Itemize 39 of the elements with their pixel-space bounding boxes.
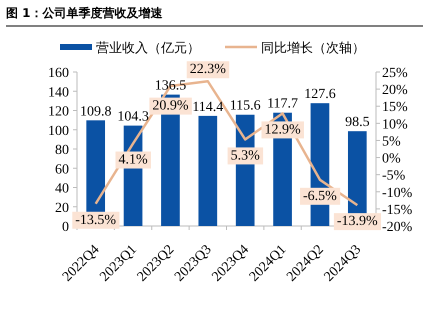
y2-tick-label: 5%: [382, 134, 401, 150]
data-label: 127.6: [304, 87, 336, 102]
data-label: 136.5: [154, 78, 186, 94]
y2-tick-label: 20%: [382, 83, 408, 98]
y2-tick-label: -20%: [382, 220, 413, 235]
data-label: 98.5: [345, 115, 370, 130]
y2-tick-label: -5%: [382, 168, 406, 184]
y2-tick-label: 0%: [382, 152, 401, 167]
y-tick-label: 80: [55, 143, 69, 158]
data-label: 115.6: [230, 98, 261, 114]
chart-title: 图 1：公司单季度营收及增速: [6, 6, 164, 20]
bar: [198, 116, 218, 226]
data-label: 114.4: [192, 100, 224, 115]
data-label: -6.5%: [303, 188, 338, 204]
y2-tick-label: 10%: [382, 117, 408, 132]
data-label: -13.9%: [336, 214, 378, 230]
y2-tick-label: -10%: [382, 186, 413, 201]
y-tick-label: 60: [55, 162, 69, 178]
data-label: 4.1%: [118, 152, 148, 168]
legend-label: 营业收入（亿元）: [96, 41, 200, 56]
y-tick-label: 160: [48, 66, 69, 81]
data-label: -13.5%: [75, 212, 116, 228]
y-tick-label: 140: [48, 85, 69, 100]
y-tick-label: 0: [62, 220, 69, 235]
y-tick-label: 40: [55, 182, 69, 196]
y2-tick-label: 15%: [382, 100, 408, 116]
legend-label: 同比增长（次轴）: [261, 41, 365, 56]
data-label: 12.9%: [264, 122, 301, 138]
data-label: 104.3: [117, 110, 149, 125]
data-label: 5.3%: [230, 148, 260, 164]
data-label: 117.7: [267, 96, 298, 112]
data-label: 22.3%: [190, 62, 226, 78]
y2-tick-label: 25%: [382, 66, 408, 81]
data-label: 109.8: [80, 104, 112, 120]
data-label: 20.9%: [152, 98, 189, 114]
y-tick-label: 20: [55, 200, 69, 216]
y-tick-label: 120: [48, 104, 69, 120]
y2-tick-label: -15%: [382, 202, 413, 218]
y-tick-label: 100: [48, 124, 69, 139]
